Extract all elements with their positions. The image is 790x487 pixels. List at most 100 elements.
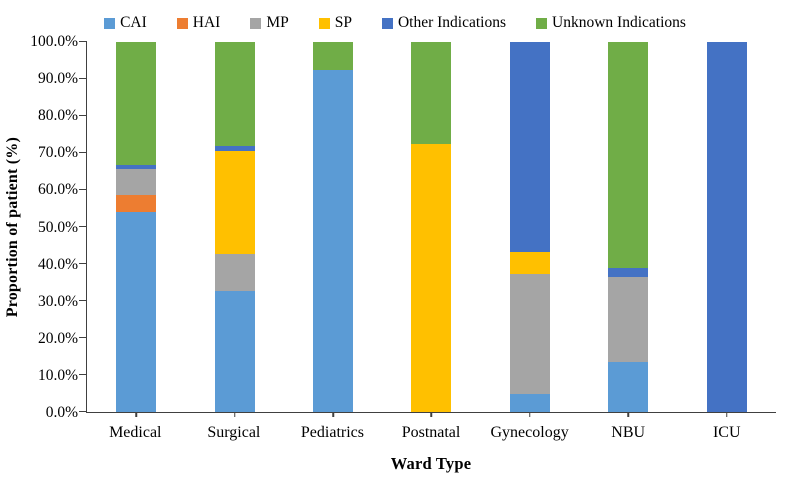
bar-icu bbox=[706, 42, 747, 412]
legend-label-cai: CAI bbox=[120, 14, 147, 31]
x-axis-tick-labels: Medical Surgical Pediatrics Postnatal Gyneco… bbox=[86, 413, 776, 442]
segment-cai-surgical bbox=[214, 291, 255, 412]
y-tick-label: 30.0% bbox=[37, 292, 78, 310]
y-tick-mark bbox=[79, 263, 87, 265]
segment-mp-nbu bbox=[608, 277, 649, 362]
segment-unknown-indications-medical bbox=[116, 42, 157, 165]
legend-item-unknown-indications: Unknown Indications bbox=[536, 14, 686, 32]
bar-nbu bbox=[608, 42, 649, 412]
legend-swatch-other-indications bbox=[381, 17, 393, 29]
x-axis-title: Ward Type bbox=[390, 454, 472, 473]
segment-unknown-indications-nbu bbox=[608, 42, 649, 269]
legend-swatch-sp bbox=[318, 17, 330, 29]
y-tick-mark bbox=[79, 189, 87, 191]
segment-unknown-indications-postnatal bbox=[411, 42, 452, 144]
segment-mp-surgical bbox=[214, 253, 255, 292]
bar-slot-pediatrics bbox=[284, 42, 382, 417]
bar-slot-postnatal bbox=[382, 42, 480, 417]
y-tick-label: 60.0% bbox=[37, 181, 78, 199]
x-tick-mark bbox=[430, 412, 433, 417]
segment-other-indications-icu bbox=[706, 42, 747, 412]
bar-slot-surgical bbox=[185, 42, 283, 417]
legend-item-hai: HAI bbox=[176, 14, 221, 32]
x-label-gynecology: Gynecology bbox=[490, 424, 569, 441]
segment-mp-medical bbox=[116, 169, 157, 196]
bar-pediatrics bbox=[313, 42, 354, 412]
x-label-nbu: NBU bbox=[611, 424, 646, 441]
y-tick-mark bbox=[79, 374, 87, 376]
legend-label-hai: HAI bbox=[192, 14, 221, 31]
y-tick-label: 80.0% bbox=[37, 107, 78, 125]
x-label-medical: Medical bbox=[109, 424, 162, 441]
y-tick-mark bbox=[79, 115, 87, 117]
segment-unknown-indications-surgical bbox=[214, 42, 255, 146]
bar-medical bbox=[116, 42, 157, 412]
bar-slot-icu bbox=[678, 42, 776, 417]
legend-label-other-indications: Other Indications bbox=[397, 14, 507, 31]
y-tick-label: 50.0% bbox=[37, 218, 78, 236]
bar-slot-gynecology bbox=[481, 42, 579, 417]
y-tick-label: 40.0% bbox=[37, 255, 78, 273]
bar-slot-nbu bbox=[579, 42, 677, 417]
y-tick-label: 90.0% bbox=[37, 70, 78, 88]
y-tick-mark bbox=[79, 152, 87, 154]
y-axis-tick-labels: 100.0% 90.0% 80.0% 70.0% 60.0% 50.0% 40.0% 30.0… bbox=[26, 33, 86, 421]
y-tick-mark bbox=[79, 411, 87, 413]
legend-label-unknown-indications: Unknown Indications bbox=[552, 14, 686, 31]
x-tick-mark bbox=[725, 412, 728, 417]
bar-slots bbox=[87, 42, 776, 417]
segment-sp-surgical bbox=[214, 151, 255, 254]
segment-sp-gynecology bbox=[509, 252, 550, 274]
x-tick-mark bbox=[529, 412, 531, 417]
x-label-icu: ICU bbox=[712, 424, 741, 441]
bar-gynecology bbox=[509, 42, 550, 412]
x-label-surgical: Surgical bbox=[207, 424, 261, 441]
segment-cai-medical bbox=[116, 212, 157, 412]
x-tick-mark bbox=[233, 412, 236, 417]
legend-swatch-hai bbox=[176, 17, 188, 29]
segment-cai-gynecology bbox=[509, 393, 550, 412]
segment-other-indications-medical bbox=[116, 164, 157, 170]
chart-area: Proportion of patient (%) 100.0% 90.0% 80.… bbox=[0, 33, 790, 474]
y-tick-mark bbox=[79, 300, 87, 302]
legend-swatch-unknown-indications bbox=[536, 17, 548, 29]
x-label-pediatrics: Pediatrics bbox=[300, 424, 364, 441]
x-label-postnatal: Postnatal bbox=[401, 424, 461, 441]
legend-item-mp: MP bbox=[250, 14, 289, 32]
segment-mp-gynecology bbox=[509, 273, 550, 394]
y-tick-mark bbox=[79, 78, 87, 80]
segment-cai-pediatrics bbox=[313, 69, 354, 412]
y-tick-label: 100.0% bbox=[30, 33, 78, 50]
plot-area bbox=[79, 41, 776, 417]
segment-cai-nbu bbox=[608, 361, 649, 412]
segment-other-indications-gynecology bbox=[509, 42, 550, 253]
y-tick-label: 0.0% bbox=[45, 404, 78, 421]
segment-unknown-indications-pediatrics bbox=[313, 42, 354, 70]
bar-surgical bbox=[214, 42, 255, 412]
x-tick-mark bbox=[135, 412, 137, 417]
legend-item-sp: SP bbox=[318, 14, 352, 32]
segment-hai-medical bbox=[116, 195, 157, 213]
y-tick-label: 20.0% bbox=[37, 329, 78, 347]
legend-swatch-cai bbox=[104, 17, 116, 29]
segment-other-indications-nbu bbox=[608, 268, 649, 278]
legend-item-cai: CAI bbox=[104, 14, 147, 32]
y-tick-label: 10.0% bbox=[37, 366, 78, 384]
bar-postnatal bbox=[411, 42, 452, 412]
x-tick-mark bbox=[627, 412, 630, 417]
legend-label-mp: MP bbox=[266, 14, 289, 31]
y-tick-mark bbox=[79, 41, 87, 43]
legend-label-sp: SP bbox=[334, 14, 352, 31]
segment-sp-postnatal bbox=[411, 143, 452, 412]
legend: CAI HAI MP SP Other Indications Unknown Indic… bbox=[0, 8, 790, 38]
y-tick-mark bbox=[79, 337, 87, 339]
legend-item-other-indications: Other Indications bbox=[381, 14, 507, 32]
legend-swatch-mp bbox=[250, 17, 262, 29]
y-axis-title: Proportion of patient (%) bbox=[0, 42, 26, 413]
bar-slot-medical bbox=[87, 42, 185, 417]
y-axis-title-text: Proportion of patient (%) bbox=[4, 137, 21, 318]
x-tick-mark bbox=[332, 412, 334, 417]
segment-other-indications-surgical bbox=[214, 146, 255, 152]
y-tick-label: 70.0% bbox=[37, 144, 78, 162]
